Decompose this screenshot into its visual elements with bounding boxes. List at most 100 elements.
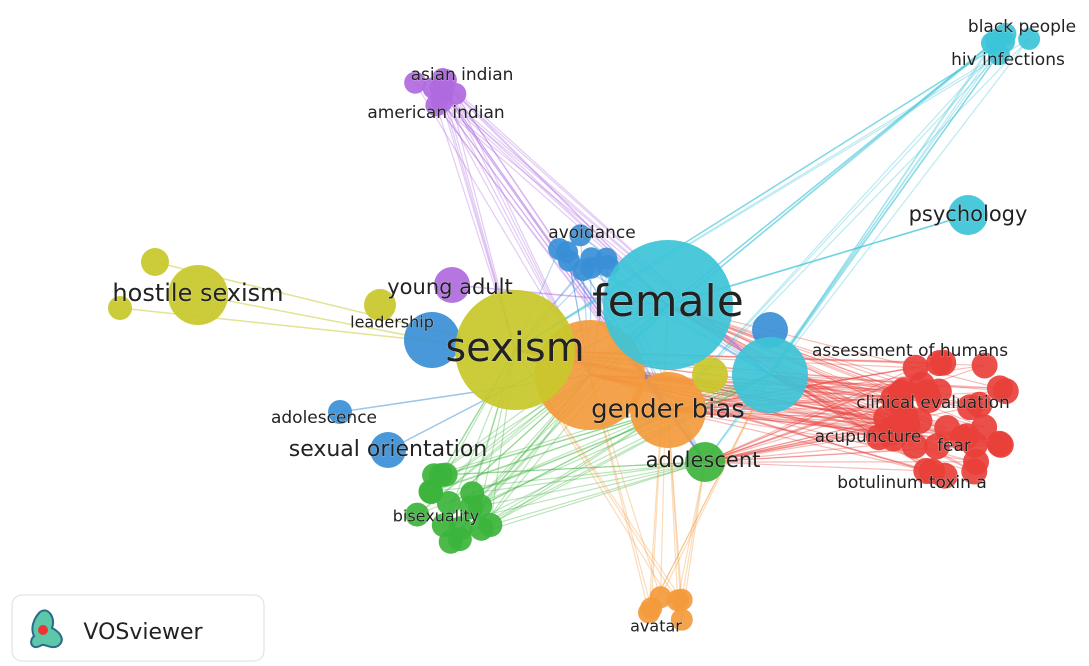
node <box>902 354 929 381</box>
edge <box>704 367 916 463</box>
edge <box>704 431 894 463</box>
node <box>1018 27 1041 50</box>
logo-box <box>11 594 265 662</box>
edge <box>660 374 771 598</box>
node-label: acupuncture <box>815 427 922 447</box>
node <box>168 265 228 325</box>
node-label: psychology <box>909 202 1028 226</box>
edge <box>769 37 1011 376</box>
edge <box>445 461 706 476</box>
node <box>670 608 693 631</box>
node-label: clinical evaluation <box>856 393 1010 413</box>
edge <box>704 427 895 463</box>
node <box>685 442 725 482</box>
edge <box>704 414 906 463</box>
node <box>925 378 952 405</box>
edge <box>471 374 771 508</box>
node <box>370 432 406 468</box>
node-label: bisexuality <box>393 507 480 526</box>
edge <box>704 397 894 463</box>
node-label: botulinum toxin a <box>837 473 987 493</box>
node-label: fear <box>937 436 971 456</box>
node-label: avatar <box>630 617 682 636</box>
labels: black people hiv infections asian indian… <box>112 17 1077 637</box>
node <box>971 352 998 379</box>
edge <box>667 41 1005 411</box>
node-label: adolescent <box>646 448 761 472</box>
logo: VOSviewer <box>11 594 265 662</box>
edge <box>769 42 993 376</box>
node-label: adolescence <box>271 408 377 428</box>
nodes <box>108 22 1041 631</box>
node-label: hiv infections <box>951 50 1065 70</box>
node <box>901 432 928 459</box>
node <box>459 495 484 520</box>
edge <box>650 374 771 609</box>
edge <box>440 461 706 476</box>
edge <box>430 409 669 493</box>
edge <box>514 37 1011 351</box>
node <box>405 502 430 527</box>
node <box>455 290 575 410</box>
edge <box>667 409 906 416</box>
node <box>971 414 998 441</box>
node <box>328 400 352 424</box>
edge <box>667 33 1006 306</box>
node-label: assessment of humans <box>812 341 1008 361</box>
node <box>948 195 988 235</box>
node <box>640 597 663 620</box>
edge <box>481 374 771 530</box>
edge <box>648 374 771 613</box>
edge <box>197 294 433 341</box>
edge <box>704 461 927 472</box>
node <box>447 527 472 552</box>
edge <box>430 374 771 493</box>
node <box>732 337 808 413</box>
node <box>630 372 706 448</box>
edge <box>448 374 771 504</box>
node-label: sexual orientation <box>289 437 488 462</box>
node-label: leadership <box>350 313 434 332</box>
edge <box>681 461 706 600</box>
edge <box>667 53 1000 411</box>
node <box>141 248 169 276</box>
edge <box>667 409 906 422</box>
edge <box>667 409 927 472</box>
edge <box>460 374 771 529</box>
node-label: female <box>592 276 744 327</box>
node <box>923 433 950 460</box>
logo-icon-dot <box>38 625 48 635</box>
node <box>603 240 733 370</box>
edge <box>514 53 1000 351</box>
node <box>404 71 427 94</box>
node-label: hostile sexism <box>112 279 283 307</box>
node <box>469 516 494 541</box>
node <box>881 415 908 442</box>
node <box>966 391 993 418</box>
node-label: asian indian <box>411 65 514 85</box>
node-label: black people <box>968 17 1076 37</box>
node-label: american indian <box>367 103 504 123</box>
node <box>364 289 396 321</box>
node-label: young adult <box>387 275 512 299</box>
edge <box>769 33 1006 376</box>
logo-text: VOSviewer <box>83 620 203 645</box>
node <box>422 463 447 488</box>
edge <box>704 390 1006 463</box>
node <box>595 247 618 270</box>
edge <box>450 374 771 543</box>
edge <box>769 374 1000 389</box>
edge <box>667 39 997 306</box>
node <box>436 491 461 516</box>
node <box>926 350 953 377</box>
node <box>434 267 470 303</box>
edge <box>490 461 706 526</box>
edge <box>667 38 1030 411</box>
node <box>692 357 728 393</box>
edge <box>704 443 1000 463</box>
edge <box>704 444 1001 463</box>
edge <box>769 39 997 376</box>
node <box>556 241 579 264</box>
node-label: sexism <box>445 325 584 371</box>
